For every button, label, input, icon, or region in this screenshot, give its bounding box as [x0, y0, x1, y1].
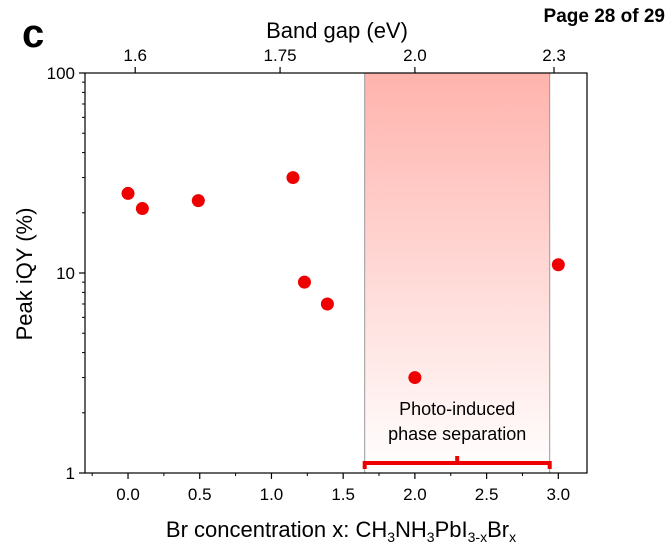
x-axis-label: Br concentration x: CH3NH3PbI3-xBrx [166, 517, 516, 545]
region-label-line1: Photo-induced [399, 399, 515, 419]
panel-letter: c [22, 12, 44, 56]
data-point [551, 258, 565, 272]
axes: 0.0 0.5 1.0 1.5 2.0 2.5 3.0 1 10 100 1.6 1.75 2.0 2.3 [47, 46, 588, 504]
x-tick-label: 1.0 [260, 485, 284, 504]
data-point [286, 171, 300, 185]
y-tick-label: 10 [56, 264, 75, 283]
top-axis-label: Band gap (eV) [266, 18, 408, 43]
y-axis-label: Peak iQY (%) [12, 208, 37, 341]
x-tick-label: 3.0 [546, 485, 570, 504]
page-label: Page 28 of 29 [543, 6, 665, 27]
x-tick-label: 0.0 [116, 485, 140, 504]
data-point [320, 297, 334, 311]
x-tick-label: 0.5 [188, 485, 212, 504]
region-fill [364, 73, 550, 473]
x-tick-label: 2.0 [403, 485, 427, 504]
region-label-line2: phase separation [388, 424, 526, 444]
data-points [121, 171, 565, 385]
top-tick-label: 2.3 [542, 46, 566, 65]
top-tick-label: 1.6 [123, 46, 147, 65]
data-point [121, 186, 135, 200]
y-tick-label: 100 [47, 64, 75, 83]
data-point [408, 371, 422, 385]
data-point [135, 202, 149, 216]
top-tick-label: 1.75 [264, 46, 297, 65]
y-tick-label: 1 [66, 464, 75, 483]
x-tick-label: 2.5 [475, 485, 499, 504]
data-point [297, 275, 311, 289]
x-tick-label: 1.5 [331, 485, 355, 504]
phase-separation-region: Photo-induced phase separation [362, 73, 552, 473]
top-tick-label: 2.0 [403, 46, 427, 65]
data-point [191, 194, 205, 208]
